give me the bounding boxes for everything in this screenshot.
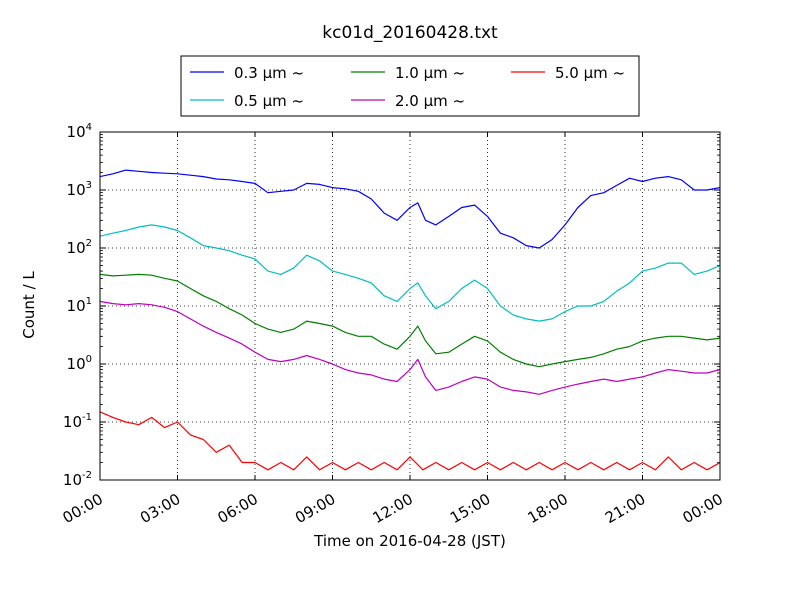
- x-tick-label: 09:00: [292, 490, 338, 527]
- series-line-4: [100, 411, 720, 471]
- legend-label: 0.5 μm ~: [234, 92, 304, 110]
- chart-title: kc01d_20160428.txt: [322, 23, 498, 43]
- legend-label: 5.0 μm ~: [555, 64, 625, 82]
- x-tick-label: 12:00: [370, 490, 416, 527]
- series-line-2: [100, 273, 720, 368]
- y-tick-label: 103: [67, 180, 92, 199]
- x-tick-label: 15:00: [447, 490, 493, 527]
- legend-box: [180, 55, 640, 117]
- y-tick-label: 104: [67, 122, 92, 141]
- x-tick-label: 18:00: [525, 490, 571, 527]
- y-axis-label: Count / L: [20, 271, 38, 339]
- y-tick-label: 102: [67, 238, 92, 257]
- axes-frame: [99, 131, 721, 481]
- y-tick-label: 10-2: [63, 470, 92, 489]
- plot-area: 00:00 03:00 06:00 09:00 12:00 15:00 18:00 21:00…: [60, 122, 726, 527]
- x-tick-label: 06:00: [215, 490, 261, 527]
- x-tick-label: 00:00: [680, 490, 726, 527]
- legend-label: 0.3 μm ~: [234, 64, 304, 82]
- x-tick-label: 21:00: [602, 490, 648, 527]
- series-line-0: [100, 169, 720, 249]
- y-tick-label: 10-1: [63, 412, 92, 431]
- series-line-1: [100, 224, 720, 322]
- x-tick-label: 00:00: [60, 490, 106, 527]
- legend-label: 1.0 μm ~: [395, 64, 465, 82]
- legend: 0.3 μm ~ 0.5 μm ~ 1.0 μm ~ 2.0 μm ~ 5.0 μm ~: [180, 55, 640, 117]
- y-tick-label: 101: [67, 296, 92, 315]
- legend-label: 2.0 μm ~: [395, 92, 465, 110]
- x-axis-label: Time on 2016-04-28 (JST): [313, 532, 506, 550]
- x-tick-label: 03:00: [137, 490, 183, 527]
- series-line-3: [100, 300, 720, 395]
- y-tick-label: 100: [67, 354, 92, 373]
